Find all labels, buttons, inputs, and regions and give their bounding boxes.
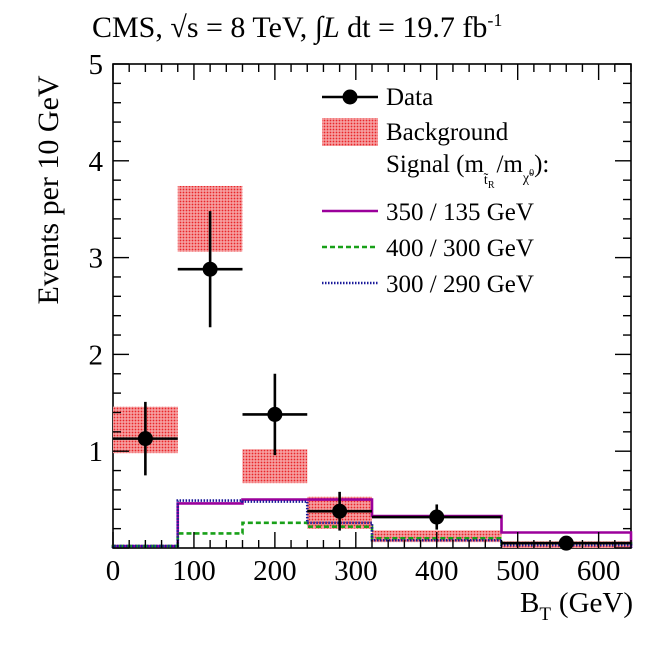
legend-data-label: Data <box>386 84 433 111</box>
legend-entry-data: Data <box>322 84 433 111</box>
data-point <box>113 401 178 476</box>
legend-signal-header: Signal (mt̃R/mχ̃0): <box>386 151 549 191</box>
data-point <box>307 491 372 531</box>
lumi-value: = 19.7 fb <box>378 11 488 44</box>
lumi-integral: ∫ <box>314 11 323 44</box>
energy-label: √s = 8 TeV, <box>170 11 308 44</box>
y-tick-label: 1 <box>89 436 104 468</box>
legend-background-swatch <box>322 118 378 146</box>
x-tick-label: 400 <box>415 555 459 587</box>
legend-background-label: Background <box>386 119 509 146</box>
lumi-exponent: -1 <box>487 10 503 30</box>
legend-signal-label: 400 / 300 GeV <box>386 235 534 262</box>
data-marker <box>137 431 153 447</box>
y-tick-label: 3 <box>89 243 104 275</box>
background-band-layer <box>113 185 631 548</box>
x-tick-label: 600 <box>577 555 621 587</box>
x-tick-label: 300 <box>334 555 378 587</box>
legend-entry-signal: 400 / 300 GeV <box>322 235 534 262</box>
legend-signal-label: 300 / 290 GeV <box>386 271 534 298</box>
legend-signal-label: 350 / 135 GeV <box>386 199 534 226</box>
x-tick-label: 200 <box>253 555 297 587</box>
legend-entry-background: Background <box>322 118 509 146</box>
lumi-symbol: L <box>322 11 340 44</box>
legend-entry-signal: 350 / 135 GeV <box>322 199 534 226</box>
lumi-dt: dt <box>347 11 371 44</box>
chart-title: CMS, √s = 8 TeV, ∫L dt = 19.7 fb-1 <box>92 10 502 45</box>
data-point <box>242 373 308 456</box>
data-marker <box>267 406 283 422</box>
x-axis-label: BT (GeV) <box>520 587 633 625</box>
x-tick-label: 500 <box>496 555 540 587</box>
y-tick-label: 5 <box>89 49 104 81</box>
experiment-label: CMS, <box>92 11 163 44</box>
legend-data-marker <box>342 89 358 105</box>
data-point <box>177 211 243 328</box>
data-marker <box>332 503 348 519</box>
data-point <box>372 504 502 530</box>
x-tick-label: 0 <box>106 555 121 587</box>
legend: Data Background Signal (mt̃R/mχ̃0): 350 / 1… <box>322 84 549 298</box>
data-marker <box>429 509 445 525</box>
axes-layer: 0 100 200 300 400 500 600 1 2 3 4 5 <box>89 49 632 587</box>
y-axis-label: Events per 10 GeV <box>32 75 65 304</box>
data-marker <box>202 261 218 277</box>
y-tick-label: 2 <box>89 339 104 371</box>
legend-entry-signal: 300 / 290 GeV <box>322 271 534 298</box>
y-tick-label: 4 <box>89 146 104 178</box>
x-tick-label: 100 <box>172 555 216 587</box>
